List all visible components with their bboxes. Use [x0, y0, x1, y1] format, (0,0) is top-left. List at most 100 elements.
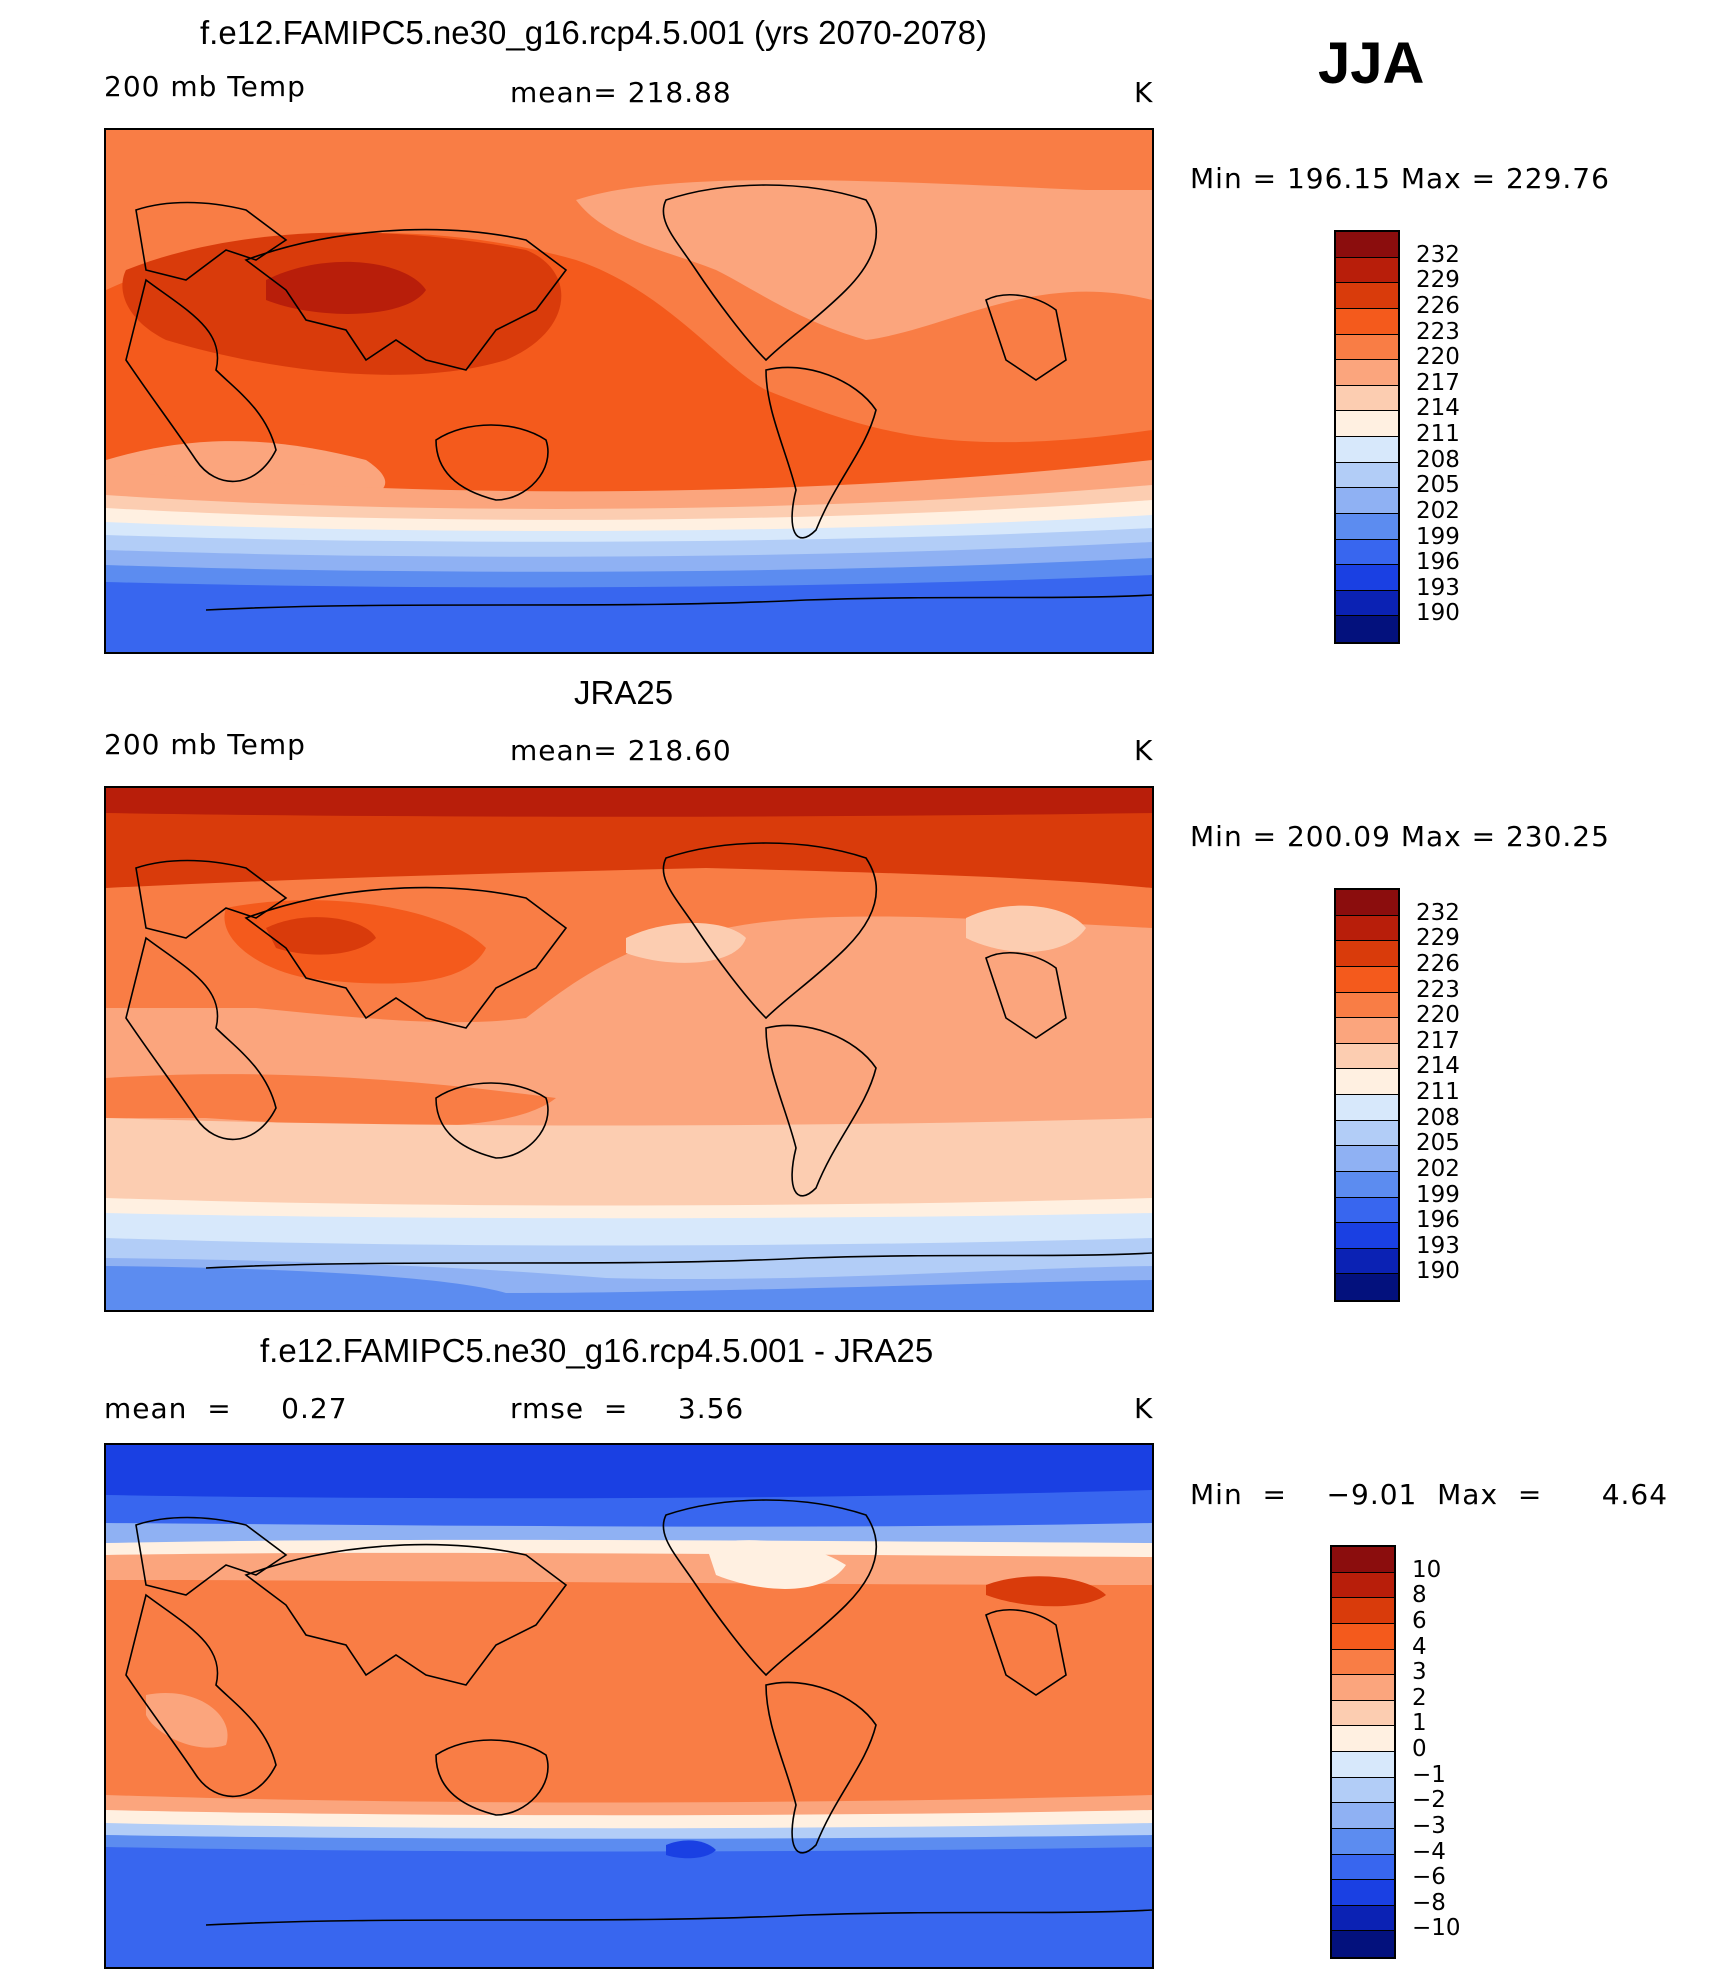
min-max-label: Min = 200.09 Max = 230.25	[1190, 820, 1610, 853]
colorbar-swatch	[1336, 941, 1398, 967]
colorbar-swatch	[1336, 360, 1398, 386]
map-band	[106, 130, 1152, 170]
colorbar-tick-label: 4	[1412, 1633, 1427, 1660]
colorbar-tick-label: 199	[1416, 523, 1460, 550]
colorbar-swatch	[1336, 283, 1398, 309]
season-label: JJA	[1318, 31, 1425, 96]
colorbar-swatch	[1332, 1931, 1394, 1957]
colorbar-tick-label: 229	[1416, 267, 1460, 294]
colorbar-tick-label: 193	[1416, 574, 1460, 601]
temperature-map	[104, 128, 1154, 654]
colorbar-swatch	[1332, 1547, 1394, 1573]
colorbar-swatch	[1336, 385, 1398, 412]
colorbar-tick-label: 226	[1416, 292, 1460, 319]
coastlines	[125, 842, 1152, 1269]
colorbar-tick-label: −2	[1412, 1787, 1446, 1814]
min-max-label: Min = −9.01 Max = 4.64	[1190, 1478, 1669, 1511]
colorbar-tick-label: 223	[1416, 976, 1460, 1003]
panel-title: JRA25	[574, 674, 674, 711]
colorbar-tick-label: −3	[1412, 1812, 1446, 1839]
colorbar-swatch	[1336, 1274, 1398, 1300]
colorbar-swatch	[1332, 1905, 1394, 1932]
colorbar-swatch	[1332, 1828, 1394, 1855]
colorbar-swatch	[1332, 1649, 1394, 1676]
colorbar-tick-label: 211	[1416, 421, 1460, 447]
map-band	[106, 1552, 1152, 1585]
colorbar-tick-label: −10	[1412, 1915, 1461, 1942]
colorbar-tick-label: 226	[1416, 950, 1460, 977]
colorbar-tick-label: 199	[1416, 1181, 1460, 1208]
difference-map	[104, 1443, 1154, 1969]
colorbar-swatch	[1336, 462, 1398, 489]
colorbar-tick-label: 190	[1416, 1258, 1460, 1285]
colorbar-tick-label: 205	[1416, 472, 1460, 499]
mean-label: mean= 218.88	[510, 76, 732, 109]
colorbar-tick-label: 196	[1416, 1207, 1460, 1234]
colorbar-tick-label: 190	[1416, 600, 1460, 627]
colorbar-swatch	[1336, 966, 1398, 993]
colorbar-swatch	[1336, 616, 1398, 642]
colorbar-swatch	[1336, 334, 1398, 361]
map-band	[106, 1847, 1152, 1967]
colorbar-tick-label: 214	[1416, 395, 1460, 422]
units-label: K	[1134, 76, 1154, 109]
coastlines	[125, 184, 1152, 611]
colorbar-tick-label: −1	[1412, 1761, 1446, 1788]
temperature-map	[104, 786, 1154, 1312]
colorbar-swatch	[1336, 1095, 1398, 1121]
colorbar-swatch	[1336, 590, 1398, 617]
colorbar-tick-label: 211	[1416, 1079, 1460, 1105]
colorbar-swatch	[1336, 488, 1398, 514]
colorbar-swatch	[1332, 1572, 1394, 1599]
map-band	[106, 575, 1152, 652]
colorbar-tick-label: −6	[1412, 1864, 1446, 1891]
colorbar-tick-label: 10	[1412, 1556, 1442, 1583]
colorbar-swatch	[1332, 1777, 1394, 1804]
colorbar-tick-label: 220	[1416, 1002, 1460, 1029]
colorbar-swatch	[1336, 992, 1398, 1019]
colorbar-swatch	[1332, 1623, 1394, 1650]
coastlines	[125, 1499, 1152, 1926]
map-region	[966, 905, 1086, 952]
colorbar	[1334, 888, 1400, 1302]
colorbar-swatch	[1336, 308, 1398, 335]
colorbar-swatch	[1332, 1726, 1394, 1752]
colorbar-tick-label: 0	[1412, 1736, 1427, 1762]
colorbar-tick-label: −4	[1412, 1838, 1446, 1865]
panel-title: f.e12.FAMIPC5.ne30_g16.rcp4.5.001 - JRA2…	[260, 1332, 934, 1369]
variable-label: 200 mb Temp	[104, 728, 306, 761]
colorbar-swatch	[1336, 257, 1398, 284]
colorbar-tick-label: 6	[1412, 1607, 1427, 1634]
colorbar-tick-label: 217	[1416, 1027, 1460, 1054]
colorbar-swatch	[1336, 1069, 1398, 1095]
mean-label: mean = 0.27	[104, 1392, 348, 1425]
map-region	[706, 1540, 846, 1589]
colorbar-tick-label: 2	[1412, 1684, 1427, 1711]
map-band	[106, 1266, 1152, 1310]
colorbar-tick-label: 1	[1412, 1710, 1427, 1737]
map-band	[106, 788, 1152, 818]
units-label: K	[1134, 734, 1154, 767]
colorbar-swatch	[1332, 1752, 1394, 1778]
colorbar-swatch	[1336, 1248, 1398, 1275]
colorbar-swatch	[1336, 411, 1398, 437]
colorbar-tick-label: 208	[1416, 446, 1460, 473]
colorbar-tick-label: 205	[1416, 1130, 1460, 1157]
colorbar-swatch	[1332, 1598, 1394, 1624]
colorbar-tick-label: 202	[1416, 497, 1460, 524]
colorbar-swatch	[1336, 890, 1398, 916]
colorbar-tick-label: 232	[1416, 899, 1460, 926]
map-region	[266, 917, 376, 955]
colorbar-swatch	[1336, 915, 1398, 942]
colorbar-swatch	[1332, 1854, 1394, 1881]
map-region	[626, 923, 746, 963]
colorbar-tick-label: 214	[1416, 1053, 1460, 1080]
colorbar-swatch	[1336, 437, 1398, 463]
colorbar-swatch	[1336, 539, 1398, 566]
colorbar-swatch	[1336, 1223, 1398, 1249]
colorbar-tick-label: 220	[1416, 344, 1460, 371]
colorbar	[1334, 230, 1400, 644]
map-region	[266, 261, 426, 314]
colorbar-tick-label: 3	[1412, 1659, 1427, 1686]
colorbar-swatch	[1336, 1197, 1398, 1224]
